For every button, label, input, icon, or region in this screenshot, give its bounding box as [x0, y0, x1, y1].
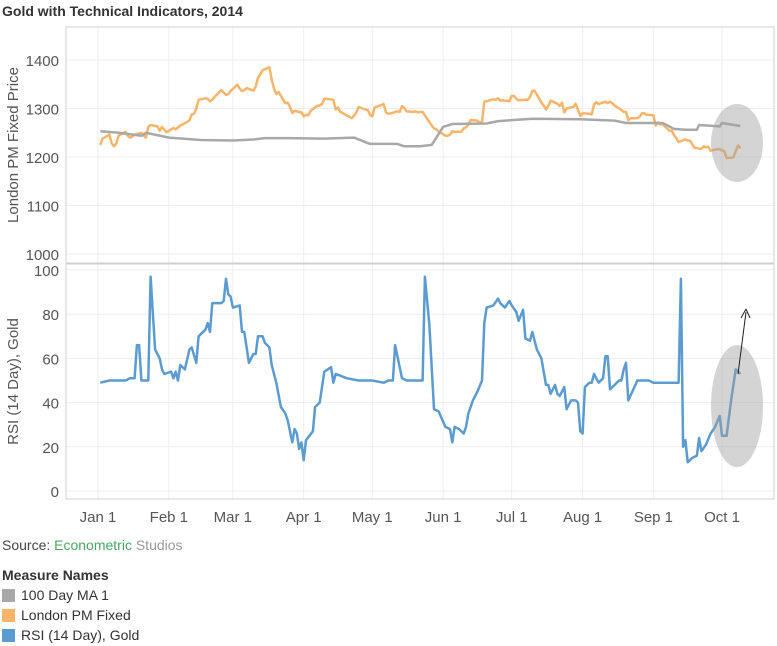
y-tick-label: 0	[51, 484, 59, 501]
y-tick-label: 100	[34, 263, 59, 280]
series-line	[99, 66, 742, 160]
legend-item-rsi[interactable]: RSI (14 Day), Gold	[2, 625, 139, 645]
y-tick-label: 60	[42, 351, 59, 368]
y-axis-label: RSI (14 Day), Gold	[5, 318, 22, 445]
panel-frame	[65, 263, 775, 500]
legend-swatch-london	[2, 608, 15, 622]
x-tick-label: Feb 1	[150, 509, 188, 526]
x-tick-label: Mar 1	[214, 509, 252, 526]
x-tick-label: Aug 1	[563, 509, 602, 526]
source-link[interactable]: Econometric	[54, 537, 132, 553]
y-tick-label: 80	[42, 307, 59, 324]
highlight-ellipse	[711, 345, 763, 467]
x-tick-label: Jun 1	[425, 509, 462, 526]
y-tick-label: 1400	[26, 53, 59, 70]
legend: Measure Names 100 Day MA 1 London PM Fix…	[2, 567, 139, 645]
highlight-ellipse	[711, 104, 763, 182]
source-suffix: Studios	[131, 537, 183, 553]
y-tick-label: 1200	[26, 150, 59, 167]
legend-item-london[interactable]: London PM Fixed	[2, 605, 139, 625]
panel-frame	[65, 26, 775, 264]
y-tick-label: 1300	[26, 102, 59, 119]
x-tick-label: Jul 1	[496, 509, 528, 526]
x-tick-label: May 1	[352, 509, 393, 526]
x-tick-label: Oct 1	[704, 509, 740, 526]
legend-item-ma[interactable]: 100 Day MA 1	[2, 585, 139, 605]
y-tick-label: 20	[42, 440, 59, 457]
arrow-head	[740, 308, 751, 319]
x-tick-label: Apr 1	[286, 509, 322, 526]
y-tick-label: 40	[42, 396, 59, 413]
legend-label-london: London PM Fixed	[21, 607, 131, 623]
series-line	[100, 117, 741, 148]
x-tick-label: Jan 1	[80, 509, 117, 526]
source-prefix: Source:	[2, 537, 55, 553]
legend-title: Measure Names	[2, 567, 109, 583]
chart-title: Gold with Technical Indicators, 2014	[2, 3, 243, 19]
y-axis-label: London PM Fixed Price	[5, 67, 22, 223]
x-tick-label: Sep 1	[634, 509, 673, 526]
series-line	[100, 275, 742, 464]
legend-label-ma: 100 Day MA 1	[21, 587, 109, 603]
legend-swatch-ma	[2, 588, 15, 602]
legend-swatch-rsi	[2, 628, 15, 642]
y-tick-label: 1000	[26, 247, 59, 264]
legend-label-rsi: RSI (14 Day), Gold	[21, 627, 140, 643]
source-line: Source: Econometric Studios	[2, 537, 183, 553]
y-tick-label: 1100	[27, 199, 59, 216]
arrow-line	[737, 311, 747, 375]
